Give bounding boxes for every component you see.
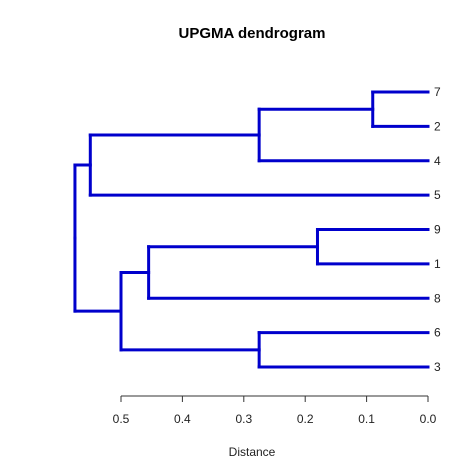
x-tick-label-0.3: 0.3 bbox=[235, 412, 252, 426]
chart-title: UPGMA dendrogram bbox=[179, 25, 326, 42]
leaf-label-4: 4 bbox=[434, 154, 441, 168]
x-tick-label-0.0: 0.0 bbox=[420, 412, 437, 426]
dendrogram-branches bbox=[73, 90, 430, 369]
leaf-label-5: 5 bbox=[434, 188, 441, 202]
leaf-labels: 7 2 4 5 9 1 8 6 3 bbox=[434, 85, 441, 374]
x-tick-label-0.4: 0.4 bbox=[174, 412, 191, 426]
x-tick-label-0.5: 0.5 bbox=[113, 412, 130, 426]
leaf-label-7: 7 bbox=[434, 85, 441, 99]
x-tick-label-0.1: 0.1 bbox=[358, 412, 375, 426]
leaf-label-3: 3 bbox=[434, 360, 441, 374]
leaf-label-1: 1 bbox=[434, 257, 441, 271]
x-axis-label: Distance bbox=[229, 445, 276, 459]
leaf-label-2: 2 bbox=[434, 119, 441, 133]
x-axis: 0.5 0.4 0.3 0.2 0.1 0.0 bbox=[113, 395, 437, 426]
x-tick-label-0.2: 0.2 bbox=[297, 412, 314, 426]
leaf-label-8: 8 bbox=[434, 291, 441, 305]
leaf-label-6: 6 bbox=[434, 326, 441, 340]
leaf-label-9: 9 bbox=[434, 223, 441, 237]
